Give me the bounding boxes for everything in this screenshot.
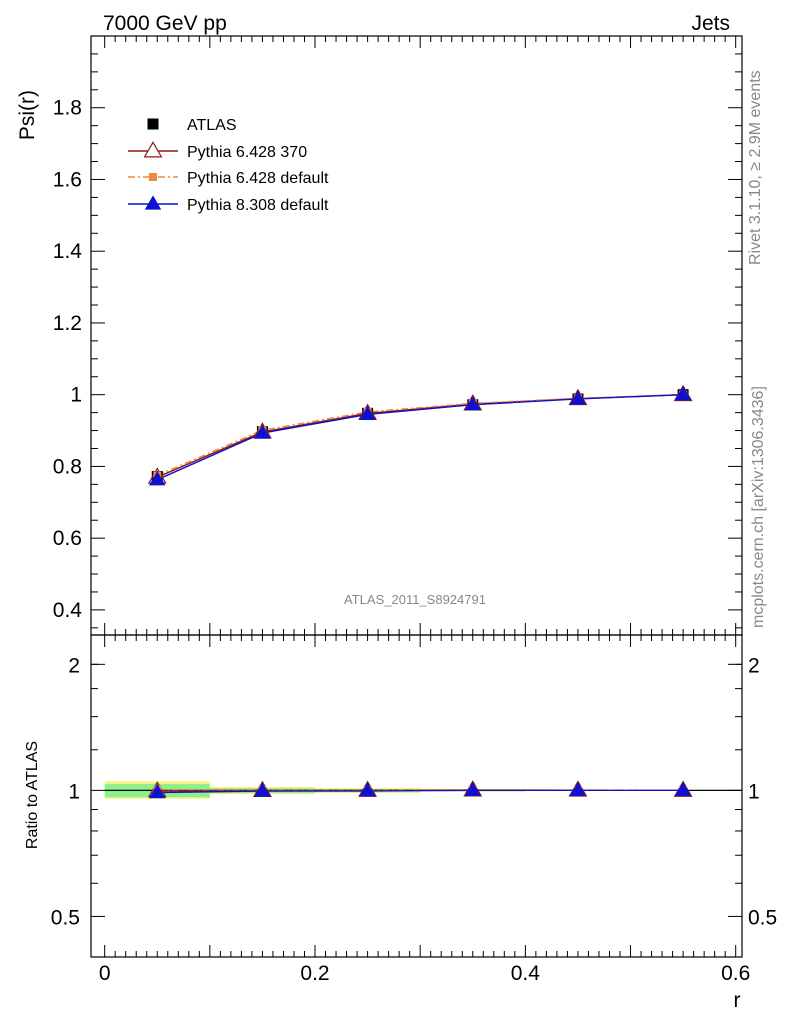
y-tick-label-right: 0.5	[748, 906, 777, 929]
y-tick-label: 1.4	[53, 240, 83, 263]
y-tick-label: 1	[68, 780, 80, 803]
x-tick-label: 0.4	[511, 962, 541, 985]
p8-default-point	[674, 386, 692, 401]
legend-label: Pythia 8.308 default	[187, 197, 329, 214]
analysis-watermark: ATLAS_2011_S8924791	[344, 592, 486, 607]
y-tick-label: 0.4	[53, 599, 83, 622]
legend-marker-p6-370	[143, 141, 163, 158]
header-left: 7000 GeV pp	[103, 12, 227, 35]
p8-default-point	[464, 396, 482, 411]
ratio-p8-default-point	[569, 781, 587, 797]
header-right: Jets	[691, 12, 730, 35]
p8-default-point	[569, 390, 587, 405]
y-tick-label: 1	[70, 384, 82, 407]
legend-label: Pythia 6.428 370	[187, 144, 307, 161]
y-axis-label-bottom: Ratio to ATLAS	[24, 741, 41, 849]
ratio-p8-default-point	[254, 782, 271, 797]
ratio-p6-370-point	[673, 780, 693, 797]
legend-label: ATLAS	[187, 117, 237, 134]
x-tick-label: 0.2	[300, 962, 329, 985]
y-tick-label: 1.6	[53, 168, 82, 191]
p8-default-point	[359, 405, 376, 421]
mcplots-label: mcplots.cern.ch [arXiv:1306.3436]	[750, 386, 767, 628]
ratio-p8-default-point	[359, 782, 376, 797]
x-tick-label: 0	[99, 962, 111, 985]
ratio-p6-370-point	[568, 780, 588, 797]
p8-default-point	[149, 471, 166, 486]
legend-marker-atlas	[147, 118, 159, 130]
y-axis-label-top: Psi(r)	[16, 90, 39, 140]
ratio-line-3	[157, 789, 684, 794]
x-axis-label: r	[734, 989, 741, 1012]
x-tick-label: 0.6	[721, 962, 750, 985]
legend: ATLAS Pythia 6.428 370 Pythia 6.428 defaul…	[128, 117, 329, 214]
ratio-p8-default-point	[674, 781, 692, 797]
bottom-frame	[90, 634, 743, 958]
p8-default-point	[254, 424, 271, 439]
y-tick-label: 0.8	[53, 455, 82, 478]
y-tick-label: 0.5	[51, 906, 80, 929]
y-tick-label-right: 1	[748, 780, 760, 803]
series-line-2	[156, 393, 684, 477]
ratio-plot-panel: 0 0.2 0.4 0.6 0.5 0.5 1 1 2 2	[51, 634, 777, 985]
p6-370-point	[673, 384, 693, 402]
series-line-3	[156, 393, 684, 481]
legend-marker-p8-default	[144, 195, 162, 210]
legend-label: Pythia 6.428 default	[187, 170, 329, 187]
ratio-p8-default-point	[464, 781, 482, 797]
y-tick-label-right: 2	[748, 654, 760, 677]
y-tick-label: 2	[68, 654, 80, 677]
y-tick-label: 1.8	[53, 97, 82, 120]
rivet-label: Rivet 3.1.10, ≥ 2.9M events	[747, 70, 764, 265]
y-tick-label: 0.6	[53, 527, 82, 550]
y-tick-label: 1.2	[53, 312, 82, 335]
main-plot-panel: 0.4 0.6 0.8 1 1.2 1.4 1.6 1.8	[53, 35, 743, 636]
legend-marker-p6-default	[149, 173, 157, 181]
ratio-p8-default-point	[149, 783, 166, 799]
